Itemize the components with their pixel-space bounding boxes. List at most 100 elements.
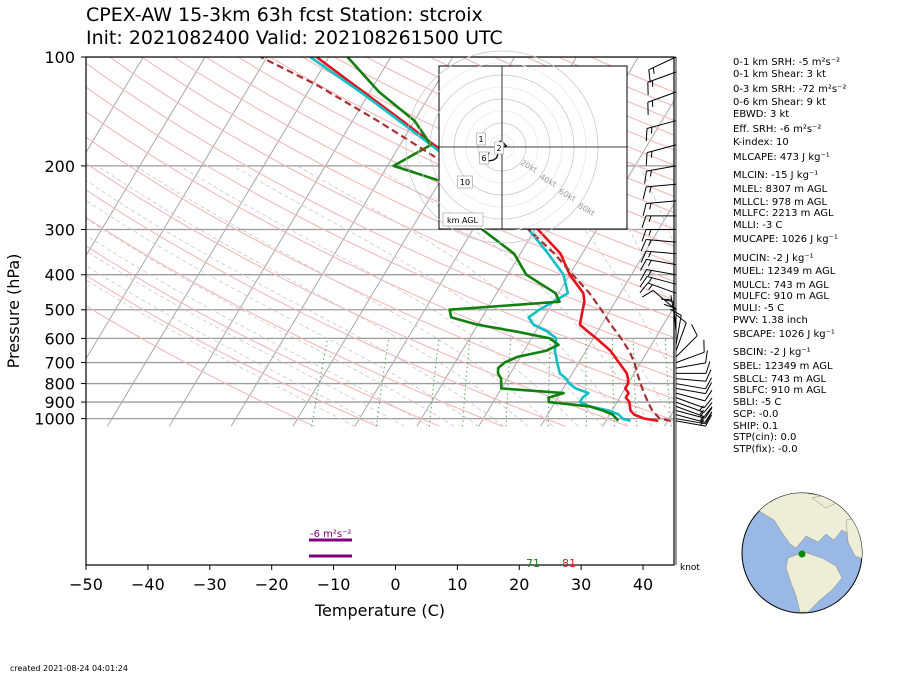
wind-barb [676, 361, 711, 374]
index-item: SBLCL: 743 m AGL [733, 374, 827, 385]
barb-shaft [675, 418, 706, 425]
x-tick-label: 30 [571, 575, 591, 594]
isotherm--40 [230, 57, 454, 427]
wind-barb [675, 377, 713, 390]
index-item: SBLFC: 910 m AGL [733, 385, 827, 396]
dry-adiabat [86, 136, 674, 421]
moist-adiabat [97, 165, 529, 427]
index-item: MLEL: 8307 m AGL [733, 184, 828, 195]
barb-flag [645, 152, 648, 166]
barb-shaft [675, 322, 687, 352]
dry-adiabat [86, 245, 440, 427]
dry-adiabat [86, 111, 674, 400]
barb-flag [639, 276, 648, 288]
barb-shaft [675, 401, 705, 413]
hodograph-frame [438, 65, 628, 230]
barb-flag [639, 282, 649, 294]
barb-shaft [646, 165, 677, 172]
dry-adiabat [86, 274, 378, 427]
x-tick-label: 40 [633, 575, 653, 594]
wind-barb [639, 258, 677, 271]
moist-adiabat [86, 234, 430, 427]
barb-flag [647, 82, 649, 95]
moist-adiabat [86, 199, 479, 427]
mixing-ratio-line [429, 338, 440, 427]
hodo-height-label: 1 [478, 135, 483, 144]
barb-flag [705, 350, 708, 363]
surface-dewpoint-label: 71 [526, 557, 540, 570]
barb-half-flag [700, 417, 705, 424]
moist-adiabat [86, 250, 405, 427]
index-item: MLCAPE: 473 J kg⁻¹ [733, 152, 830, 163]
index-item: MUCIN: -2 J kg⁻¹ [733, 253, 814, 264]
barb-shaft [646, 268, 677, 276]
barb-half-flag [648, 229, 652, 236]
isotherm--60 [106, 57, 330, 427]
index-item: SBEL: 12349 m AGL [733, 361, 833, 372]
y-tick-label: 200 [44, 157, 75, 176]
index-item: SCP: -0.0 [733, 409, 779, 420]
south-america-landmass [785, 551, 843, 613]
barb-flag [640, 239, 647, 252]
barb-half-flag [699, 409, 704, 416]
dry-adiabat [86, 189, 566, 427]
barb-shaft [675, 420, 706, 427]
barb-half-flag [652, 80, 654, 87]
barb-shaft [646, 275, 677, 285]
barb-flag [704, 390, 713, 402]
barb-flag [703, 339, 705, 353]
hodo-height-box [457, 175, 473, 189]
barb-flag [644, 171, 647, 184]
barb-half-flag [652, 100, 654, 107]
barb-flag [703, 402, 713, 413]
moist-adiabat [372, 165, 653, 427]
wind-barb [640, 238, 677, 252]
barb-half-flag [650, 127, 653, 134]
knots-label: knot [680, 563, 700, 573]
isotherm-0 [478, 99, 674, 427]
barb-flag [676, 314, 687, 324]
moist-adiabat [86, 179, 504, 427]
srh-annotation: -6 m²s⁻² [310, 529, 351, 540]
surface-temperature-label: 81 [562, 557, 576, 570]
barb-shaft [675, 405, 705, 418]
barb-flag [639, 269, 647, 281]
barb-flag [703, 397, 713, 409]
wind-barb [640, 250, 677, 263]
isotherm--50 [168, 57, 392, 427]
wind-barbs [639, 56, 713, 565]
wind-barb [669, 308, 682, 345]
x-tick-label: −30 [193, 575, 227, 594]
wind-barb [675, 414, 713, 427]
y-tick-label: 500 [44, 301, 75, 320]
x-tick-label: −50 [69, 575, 103, 594]
barb-shaft [646, 238, 677, 243]
isotherm--110 [0, 57, 19, 426]
wind-barb [675, 369, 712, 382]
dry-adiabat [86, 86, 674, 379]
index-item: MLLCL: 978 m AGL [733, 197, 828, 208]
barb-flag [647, 102, 649, 115]
barb-shaft [646, 258, 677, 266]
mixing-ratio-line [664, 338, 672, 427]
hodo-height-label: 6 [481, 154, 486, 163]
moist-adiabat [86, 279, 356, 427]
barb-flag [642, 203, 647, 216]
y-tick-label: 300 [44, 221, 75, 240]
moist-adiabat [590, 165, 674, 319]
wind-barb [639, 282, 677, 294]
wind-barb [645, 120, 677, 142]
barb-half-flag [652, 67, 655, 74]
index-item: MLLFC: 2213 m AGL [733, 208, 834, 219]
index-item: SBCAPE: 1026 J kg⁻¹ [733, 329, 835, 340]
index-item: PWV: 1.38 inch [733, 315, 808, 326]
index-item: SHIP: 0.1 [733, 421, 779, 432]
wind-barb [642, 200, 677, 216]
index-item: MUEL: 12349 m AGL [733, 266, 836, 277]
dry-adiabat [333, 57, 674, 214]
x-tick-label: 0 [390, 575, 400, 594]
wind-barb [675, 390, 713, 402]
x-tick-label: −40 [131, 575, 165, 594]
barb-flag [704, 407, 713, 419]
